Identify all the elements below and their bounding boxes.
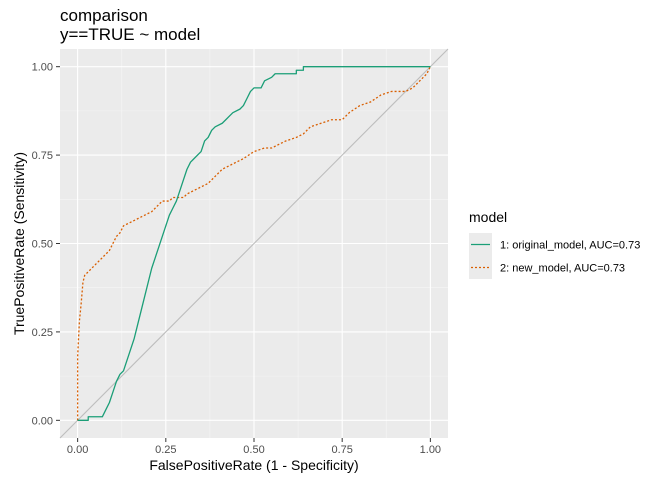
diagonal-reference-line <box>59 48 449 439</box>
x-axis-title: FalsePositiveRate (1 - Specificity) <box>149 457 358 473</box>
series-layer <box>76 66 431 421</box>
y-tick-label: 0.25 <box>32 327 53 339</box>
x-tick-label: 0.00 <box>67 444 88 456</box>
y-axis: 0.00 0.25 0.50 0.75 1.00 <box>32 62 60 427</box>
x-axis: 0.00 0.25 0.50 0.75 1.00 <box>67 438 441 456</box>
y-tick-label: 0.00 <box>32 415 53 427</box>
legend-label-2: 2: new_model, AUC=0.73 <box>500 263 625 275</box>
chart-title: comparison <box>60 6 148 25</box>
legend: model 1: original_model, AUC=0.73 2: new_… <box>469 209 640 279</box>
x-tick-label: 0.75 <box>331 444 352 456</box>
y-tick-label: 1.00 <box>32 62 53 74</box>
y-axis-title: TruePositiveRate (Sensitivity) <box>11 152 27 335</box>
legend-title: model <box>469 209 507 225</box>
series-line-2 <box>76 66 431 421</box>
x-tick-label: 0.50 <box>243 444 264 456</box>
y-tick-label: 0.75 <box>32 150 53 162</box>
series-line-1 <box>77 66 431 421</box>
x-tick-label: 1.00 <box>420 444 441 456</box>
chart-subtitle: y==TRUE ~ model <box>60 25 200 44</box>
x-tick-label: 0.25 <box>155 444 176 456</box>
legend-label-1: 1: original_model, AUC=0.73 <box>500 240 640 252</box>
y-tick-label: 0.50 <box>32 239 53 251</box>
